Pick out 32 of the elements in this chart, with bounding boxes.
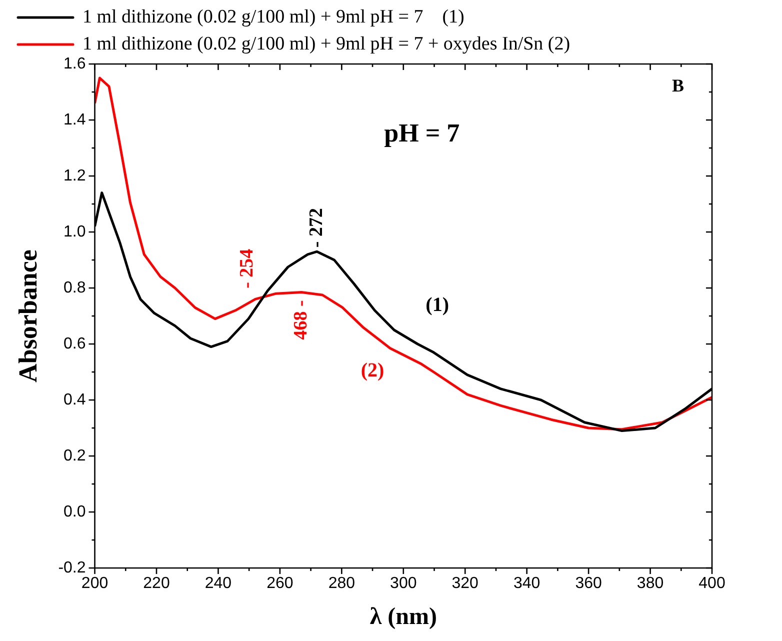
y-tick-label: 0.2 (64, 447, 86, 464)
x-tick-label: 380 (636, 575, 664, 592)
y-tick-label: 1.4 (64, 111, 86, 128)
y-tick-label: 0.8 (64, 279, 86, 296)
y-tick-label: 1.2 (64, 167, 86, 184)
legend-label: 1 ml dithizone (0.02 g/100 ml) + 9ml pH = 7 (1) (82, 6, 464, 28)
y-tick-label: -0.2 (58, 559, 86, 576)
annotation: 468 - (290, 300, 312, 340)
y-tick-label: 0.4 (64, 391, 86, 408)
annotation: (1) (426, 294, 449, 316)
x-tick-label: 300 (390, 575, 417, 592)
x-tick-label: 240 (204, 575, 232, 592)
x-tick-label: 340 (513, 575, 540, 592)
y-tick-label: 1.0 (64, 223, 86, 240)
x-tick-label: 280 (328, 575, 356, 592)
annotation: - 272 (306, 208, 327, 248)
y-tick-label: 1.6 (64, 55, 86, 72)
annotation: B (672, 75, 684, 96)
y-tick-label: 0.6 (64, 335, 86, 352)
x-tick-label: 400 (698, 575, 726, 592)
x-tick-label: 320 (452, 575, 479, 592)
legend-label: 1 ml dithizone (0.02 g/100 ml) + 9ml pH = 7 + oxydes In/Sn (2) (82, 33, 570, 54)
x-tick-label: 260 (266, 575, 294, 592)
x-axis-title: λ (nm) (370, 604, 437, 630)
y-axis-title: Absorbance (13, 250, 42, 382)
x-tick-label: 200 (81, 575, 108, 592)
x-tick-label: 360 (575, 575, 602, 592)
annotation: (2) (360, 360, 384, 382)
y-tick-label: 0.0 (64, 503, 86, 520)
annotation: - 254 (236, 248, 258, 288)
x-tick-label: 220 (143, 575, 170, 592)
annotation: pH = 7 (384, 118, 460, 148)
